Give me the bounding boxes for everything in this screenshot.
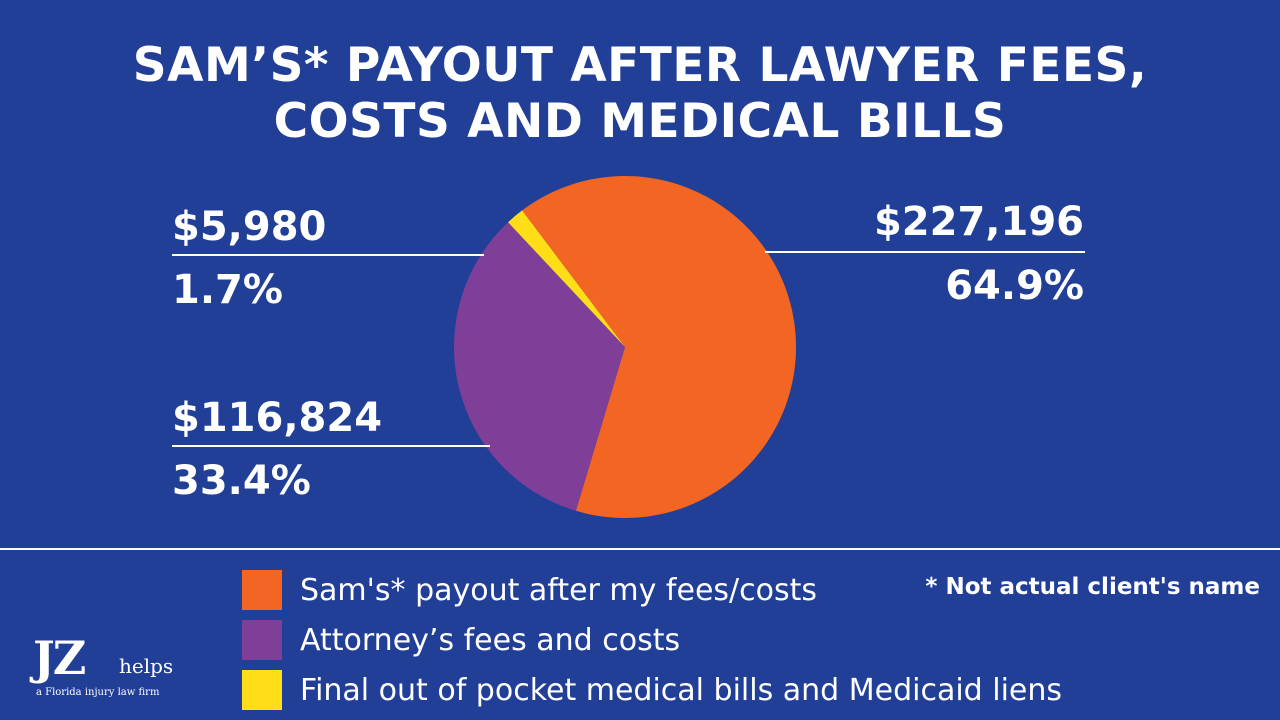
legend-swatch-payout xyxy=(242,570,282,610)
chart-title: SAM’S* PAYOUT AFTER LAWYER FEES, COSTS A… xyxy=(0,38,1280,150)
legend-label-medical: Final out of pocket medical bills and Me… xyxy=(300,672,1063,708)
logo-word: helps xyxy=(119,654,174,678)
legend-swatch-medical xyxy=(242,670,282,710)
logo-mark: JZ xyxy=(33,631,86,685)
legend-label-attorney: Attorney’s fees and costs xyxy=(300,622,681,658)
chart-title-line-2: COSTS AND MEDICAL BILLS xyxy=(273,94,1007,149)
legend-label-payout: Sam's* payout after my fees/costs xyxy=(300,572,818,608)
pie-slice-medical xyxy=(508,210,625,347)
jz-helps-logo: JZ helps a Florida injury law firm xyxy=(33,632,183,702)
legend-item-medical: Final out of pocket medical bills and Me… xyxy=(242,665,1062,715)
legend-item-payout: Sam's* payout after my fees/costs xyxy=(242,565,1062,615)
pie-slice-attorney xyxy=(454,222,625,511)
chart-title-line-1: SAM’S* PAYOUT AFTER LAWYER FEES, xyxy=(132,38,1148,93)
footnote: * Not actual client's name xyxy=(925,574,1260,600)
data-label-medical-percent: 1.7% xyxy=(172,267,283,313)
divider xyxy=(0,548,1280,550)
legend: Sam's* payout after my fees/costs Attorn… xyxy=(242,565,1062,715)
data-label-medical-amount: $5,980 xyxy=(172,204,327,250)
data-label-attorney-amount: $116,824 xyxy=(172,395,383,441)
legend-swatch-attorney xyxy=(242,620,282,660)
data-label-payout-percent: 64.9% xyxy=(945,263,1084,309)
data-label-payout-amount: $227,196 xyxy=(873,199,1084,245)
data-label-attorney-percent: 33.4% xyxy=(172,458,311,504)
pie-slices xyxy=(454,175,796,518)
legend-item-attorney: Attorney’s fees and costs xyxy=(242,615,1062,665)
logo-tagline: a Florida injury law firm xyxy=(36,687,160,698)
pie-slice-payout xyxy=(522,175,796,518)
